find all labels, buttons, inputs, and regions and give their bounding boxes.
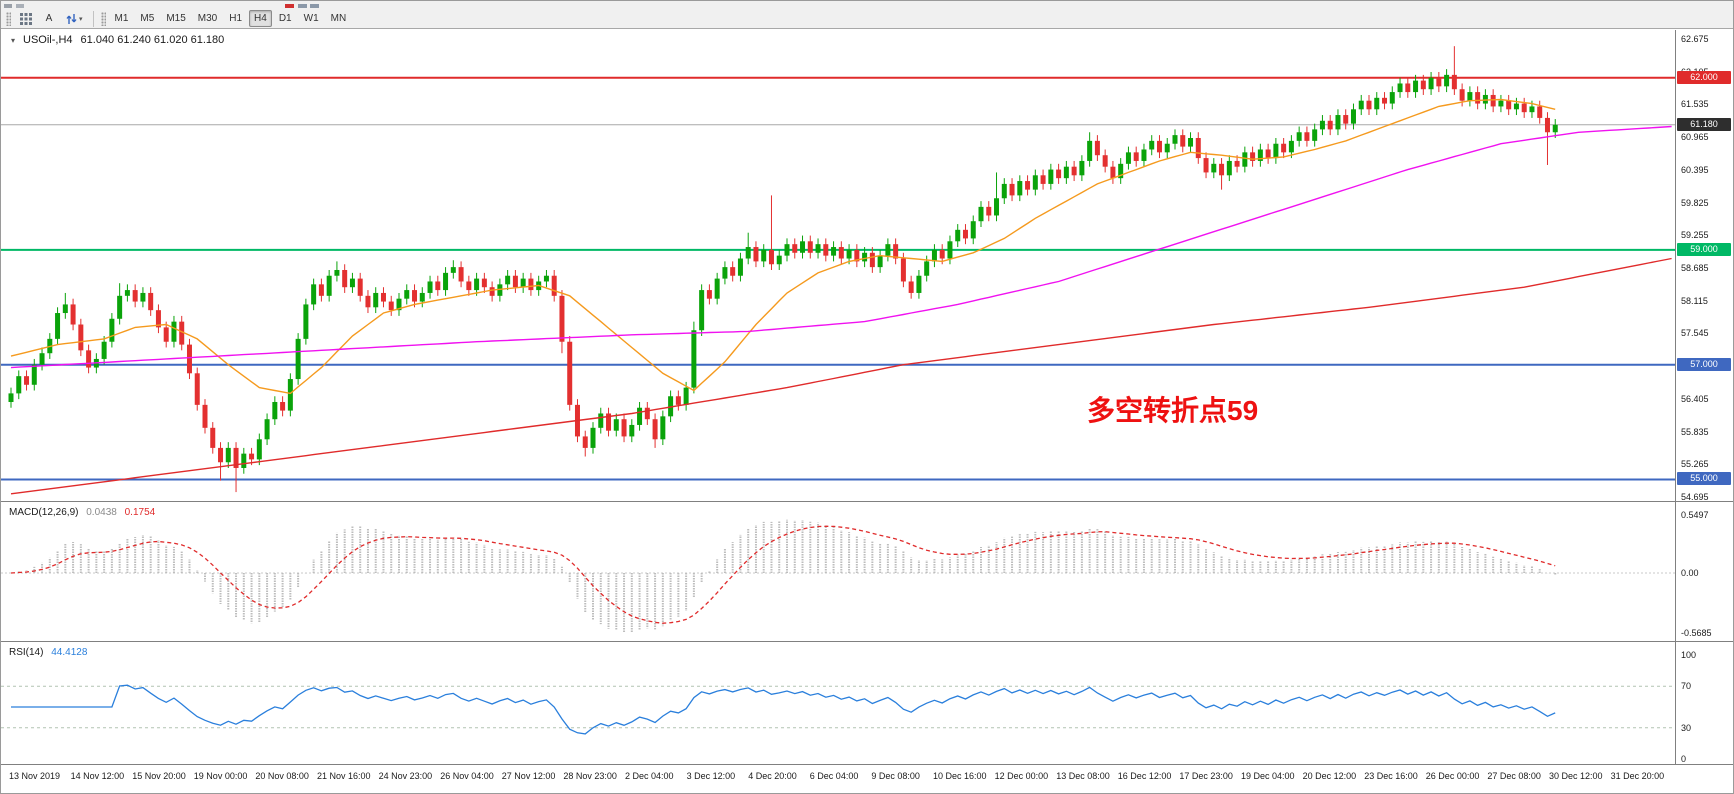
rsi-name: RSI(14) — [9, 647, 44, 658]
time-axis-label: 16 Dec 12:00 — [1117, 771, 1172, 781]
panel-separator[interactable] — [1, 641, 1733, 642]
time-axis-label: 20 Nov 08:00 — [255, 771, 309, 781]
grid-icon — [20, 12, 32, 25]
price-scale-label: 60.395 — [1681, 164, 1709, 175]
time-axis-label: 12 Dec 00:00 — [994, 771, 1049, 781]
toolbar: A ▾ M1 M5 M15 M30 H1 H4 D1 W1 MN — [1, 9, 1733, 29]
toolbar-grip[interactable] — [100, 11, 106, 26]
time-axis-separator — [1, 764, 1733, 765]
chart-symbol-header: ▾ USOil-,H4 61.040 61.240 61.020 61.180 — [11, 34, 224, 46]
time-axis-label: 24 Nov 23:00 — [378, 771, 433, 781]
time-axis-label: 21 Nov 16:00 — [317, 771, 371, 781]
time-axis-label: 13 Dec 08:00 — [1056, 771, 1110, 781]
price-scale-label: 60.965 — [1681, 132, 1709, 143]
time-axis-label: 4 Dec 20:00 — [748, 771, 797, 781]
rsi-panel-canvas[interactable] — [1, 643, 1675, 764]
timeframe-h4-button[interactable]: H4 — [249, 10, 272, 27]
time-axis-label: 27 Dec 08:00 — [1487, 771, 1541, 781]
time-axis-label: 19 Nov 00:00 — [193, 771, 248, 781]
cycle-arrows-button[interactable]: ▾ — [61, 10, 88, 27]
time-axis-label: 31 Dec 20:00 — [1610, 771, 1665, 781]
panel-separator[interactable] — [1, 501, 1733, 502]
price-scale-label: 55.835 — [1681, 426, 1709, 437]
clipped-icon-fragment — [4, 4, 12, 8]
chevron-down-icon: ▾ — [79, 15, 83, 23]
current-price-badge: 61.180 — [1677, 117, 1731, 131]
macd-label: MACD(12,26,9) 0.0438 0.1754 — [9, 507, 160, 518]
clipped-icon-fragment — [298, 4, 307, 8]
timeframe-m15-button[interactable]: M15 — [161, 10, 190, 27]
price-scale-label: 58.115 — [1681, 295, 1708, 306]
macd-signal-value: 0.1754 — [124, 507, 156, 518]
rsi-scale-label: 100 — [1681, 650, 1697, 660]
time-axis-label: 2 Dec 04:00 — [625, 771, 674, 781]
rsi-scale-label: 70 — [1681, 681, 1692, 692]
toolbar-grip[interactable] — [6, 11, 11, 26]
chart-menu-icon[interactable]: ▾ — [11, 35, 16, 45]
price-scale-label: 57.545 — [1681, 328, 1709, 339]
time-axis-label: 20 Dec 12:00 — [1302, 771, 1357, 781]
price-level-badge: 62.000 — [1677, 70, 1731, 84]
time-axis-label: 27 Nov 12:00 — [501, 771, 556, 781]
chart-symbol-label: USOil-,H4 — [23, 34, 73, 46]
macd-name: MACD(12,26,9) — [9, 507, 79, 518]
price-scale-label: 59.825 — [1681, 197, 1709, 208]
grid-icon-button[interactable] — [15, 10, 37, 27]
time-axis-label: 26 Nov 04:00 — [440, 771, 494, 781]
timeframe-m5-button[interactable]: M5 — [135, 10, 159, 27]
time-axis-label: 26 Dec 00:00 — [1425, 771, 1480, 781]
chart-annotation-text[interactable]: 多空转折点59 — [1087, 395, 1259, 426]
macd-scale-label: -0.5685 — [1681, 627, 1712, 638]
time-axis-label: 19 Dec 04:00 — [1241, 771, 1295, 781]
macd-scale-label: 0.00 — [1681, 568, 1699, 578]
macd-scale-label: 0.5497 — [1681, 510, 1709, 520]
time-axis-label: 28 Nov 23:00 — [563, 771, 617, 781]
price-scale-label: 62.675 — [1681, 34, 1709, 44]
rsi-label: RSI(14) 44.4128 — [9, 647, 92, 658]
time-axis-label: 10 Dec 16:00 — [933, 771, 987, 781]
chart-ohlc-values: 61.040 61.240 61.020 61.180 — [80, 34, 225, 46]
clipped-icon-fragment — [310, 4, 319, 8]
toolbar-separator — [92, 10, 94, 27]
rsi-scale-label: 30 — [1681, 722, 1692, 733]
time-axis-label: 30 Dec 12:00 — [1549, 771, 1603, 781]
price-scale-separator — [1675, 30, 1676, 764]
clipped-icon-fragment — [285, 4, 294, 8]
time-axis-label: 14 Nov 12:00 — [70, 771, 125, 781]
price-level-badge: 55.000 — [1677, 472, 1731, 486]
price-scale-label: 55.265 — [1681, 459, 1709, 470]
text-tool-button[interactable]: A — [39, 10, 59, 27]
price-scale-label: 54.695 — [1681, 491, 1709, 502]
timeframe-m1-button[interactable]: M1 — [110, 10, 134, 27]
time-axis-label: 13 Nov 2019 — [9, 771, 61, 781]
time-axis-label: 23 Dec 16:00 — [1364, 771, 1418, 781]
price-chart-canvas[interactable] — [1, 30, 1675, 501]
rsi-value: 44.4128 — [51, 647, 88, 658]
time-axis-label: 17 Dec 23:00 — [1179, 771, 1233, 781]
price-scale-label: 58.685 — [1681, 262, 1709, 273]
time-axis-label: 9 Dec 08:00 — [871, 771, 920, 781]
timeframe-h1-button[interactable]: H1 — [224, 10, 247, 27]
price-level-badge: 57.000 — [1677, 357, 1731, 371]
timeframe-mn-button[interactable]: MN — [326, 10, 352, 27]
price-scale-label: 61.535 — [1681, 99, 1709, 110]
time-axis-label: 3 Dec 12:00 — [686, 771, 736, 781]
time-axis-label: 15 Nov 20:00 — [132, 771, 186, 781]
timeframe-d1-button[interactable]: D1 — [274, 10, 297, 27]
price-scale-label: 56.405 — [1681, 393, 1709, 404]
clipped-icon-fragment — [16, 4, 24, 8]
macd-main-value: 0.0438 — [86, 507, 117, 518]
price-level-badge: 59.000 — [1677, 242, 1731, 256]
time-axis-label: 6 Dec 04:00 — [809, 771, 859, 781]
price-scale-label: 59.255 — [1681, 230, 1709, 241]
up-down-arrows-icon — [66, 13, 77, 24]
macd-panel-canvas[interactable] — [1, 503, 1675, 641]
timeframe-buttons: M1 M5 M15 M30 H1 H4 D1 W1 MN — [109, 10, 353, 27]
rsi-scale-label: 0 — [1681, 754, 1687, 764]
timeframe-w1-button[interactable]: W1 — [299, 10, 324, 27]
timeframe-m30-button[interactable]: M30 — [193, 10, 222, 27]
